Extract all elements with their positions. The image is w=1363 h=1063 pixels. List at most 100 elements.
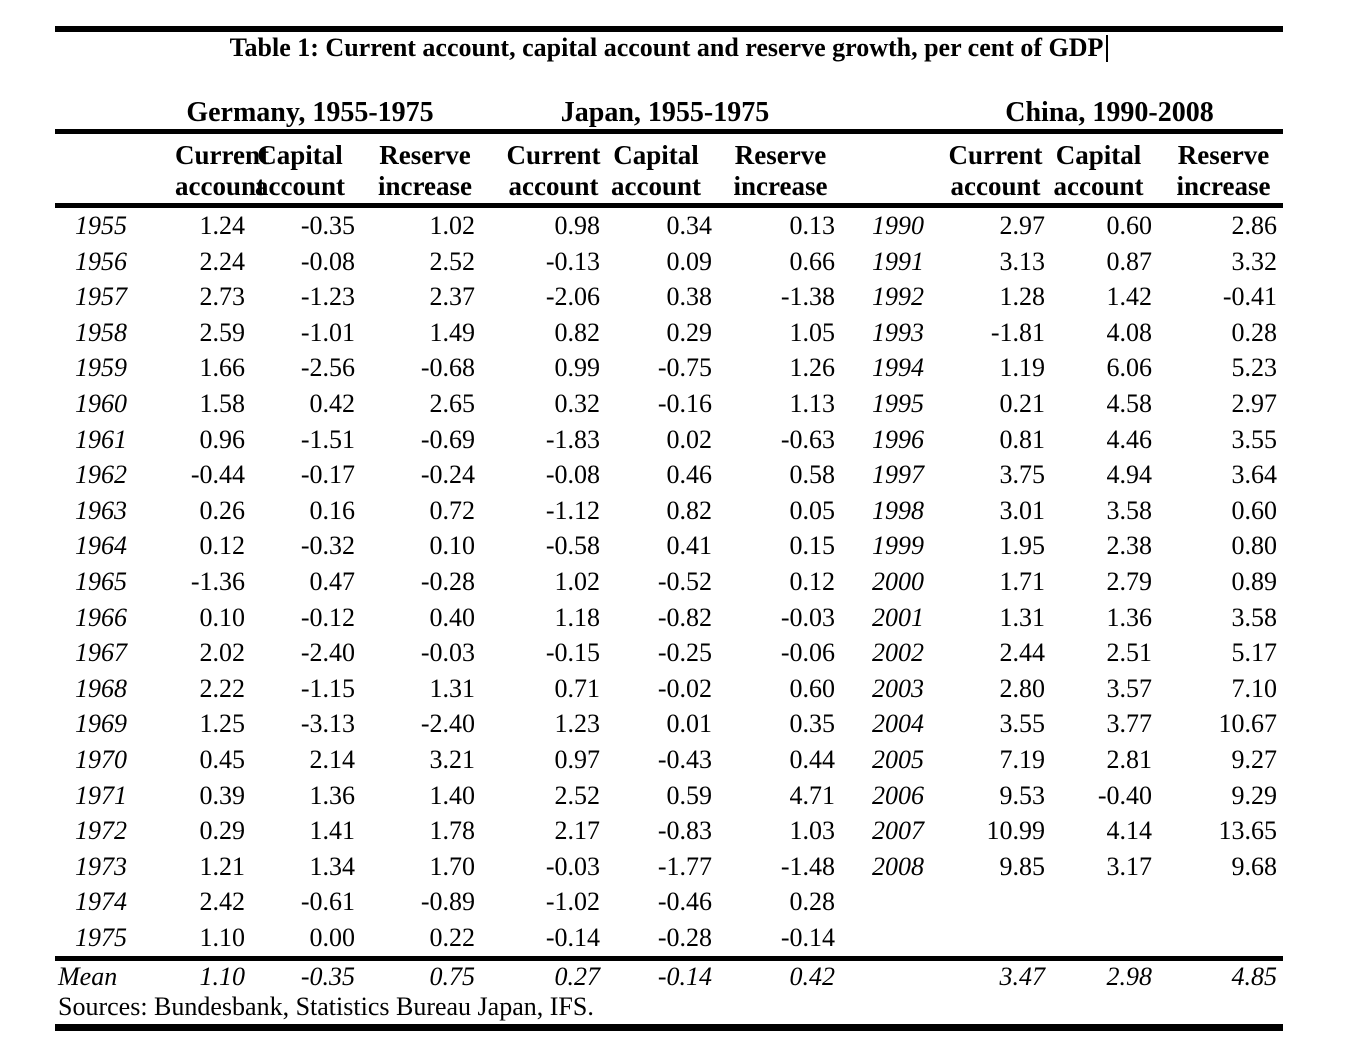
year-cell: 1967: [75, 638, 127, 668]
mean-germany-current: 1.10: [199, 962, 246, 991]
china-value: 3.32: [1231, 246, 1278, 276]
germany-value: 1.24: [199, 211, 246, 240]
china-value: 3.13: [999, 246, 1046, 276]
germany-value: -3.13: [300, 709, 355, 739]
japan-value: -0.63: [780, 424, 835, 454]
japan-value: -1.83: [545, 424, 600, 454]
japan-value: -2.06: [545, 282, 600, 312]
china-value: 3.77: [1106, 709, 1153, 739]
china-value: 3.01: [999, 495, 1046, 525]
china-value: 0.81: [999, 424, 1046, 454]
china-value: 1.28: [999, 282, 1046, 312]
japan-value: 0.99: [554, 353, 601, 383]
germany-value: 0.39: [199, 780, 246, 810]
japan-value: 2.17: [554, 816, 601, 846]
japan-value: 1.23: [554, 709, 601, 739]
china-value: [1152, 884, 1277, 920]
china-year-cell: 2005: [872, 744, 924, 774]
japan-value: -0.03: [545, 851, 600, 881]
china-value: 3.55: [999, 709, 1046, 739]
mean-row: Mean 1.10 -0.35 0.75 0.27 -0.14 0.42 3.4…: [55, 960, 1277, 993]
table-row: 1961 0.96 -1.51 -0.69 -1.83 0.02 -0.63 1996 0.81…: [55, 422, 1277, 458]
japan-value: 0.35: [789, 709, 836, 739]
germany-value: 2.65: [429, 388, 476, 418]
china-value: -1.81: [990, 317, 1045, 347]
germany-value: 2.73: [199, 282, 246, 312]
germany-value: 0.45: [199, 744, 246, 774]
japan-value: 1.02: [554, 566, 601, 596]
china-value: 2.97: [1231, 388, 1278, 418]
germany-value: 2.37: [429, 282, 476, 312]
china-year-cell: 1994: [872, 353, 924, 383]
japan-value: 0.28: [789, 887, 836, 917]
col-header-japan-capital-account: Capital account: [611, 140, 701, 201]
japan-value: 0.05: [789, 495, 836, 525]
year-cell: 1959: [75, 353, 127, 383]
mean-china-reserve: 4.85: [1231, 962, 1278, 991]
china-value: 0.80: [1231, 531, 1278, 561]
table-row: 1975 1.10 0.00 0.22 -0.14 -0.28 -0.14: [55, 920, 1277, 956]
china-value: 0.89: [1231, 566, 1278, 596]
china-year-cell: 1996: [872, 424, 924, 454]
year-cell: 1960: [75, 388, 127, 418]
japan-value: 1.26: [789, 353, 836, 383]
china-value: 4.58: [1106, 388, 1153, 418]
year-cell: 1958: [75, 317, 127, 347]
japan-value: -0.46: [657, 887, 712, 917]
germany-value: 2.22: [199, 673, 246, 703]
germany-value: 1.66: [199, 353, 246, 383]
germany-value: -0.03: [420, 638, 475, 668]
germany-value: -0.28: [420, 566, 475, 596]
table-body: 1955 1.24 -0.35 1.02 0.98 0.34 0.13 1990 2.97 0.6…: [55, 208, 1277, 955]
germany-value: 0.29: [199, 816, 246, 846]
mean-china-current: 3.47: [999, 962, 1046, 991]
china-value: 1.36: [1106, 602, 1153, 632]
china-year-cell: 2002: [872, 638, 924, 668]
china-year-cell: 1999: [872, 531, 924, 561]
japan-value: -1.12: [545, 495, 600, 525]
germany-value: 1.78: [429, 816, 476, 846]
germany-value: 0.16: [309, 495, 356, 525]
japan-value: 0.09: [666, 246, 713, 276]
table-row: 1967 2.02 -2.40 -0.03 -0.15 -0.25 -0.06 2002 2.4…: [55, 635, 1277, 671]
japan-value: -0.58: [545, 531, 600, 561]
group-header-china: China, 1990-2008: [1005, 97, 1214, 128]
table-title: Table 1: Current account, capital accoun…: [55, 33, 1283, 63]
germany-value: -2.40: [300, 638, 355, 668]
germany-value: -2.40: [420, 709, 475, 739]
col-header-china-current-account: Current account: [948, 140, 1043, 201]
japan-value: -0.75: [657, 353, 712, 383]
china-value: 2.51: [1106, 638, 1153, 668]
table-row: 1957 2.73 -1.23 2.37 -2.06 0.38 -1.38 1992 1.28 1…: [55, 279, 1277, 315]
japan-value: 0.01: [666, 709, 713, 739]
table-row: 1958 2.59 -1.01 1.49 0.82 0.29 1.05 1993 -1.81 4.…: [55, 315, 1277, 351]
year-cell: 1955: [75, 211, 127, 240]
bottom-rule: [55, 1024, 1283, 1031]
table-row: 1971 0.39 1.36 1.40 2.52 0.59 4.71 2006 9.53 -0.4…: [55, 778, 1277, 814]
germany-value: 0.72: [429, 495, 476, 525]
germany-value: 1.40: [429, 780, 476, 810]
china-value: -0.40: [1097, 780, 1152, 810]
japan-value: 0.02: [666, 424, 713, 454]
table-row: 1959 1.66 -2.56 -0.68 0.99 -0.75 1.26 1994 1.19 6…: [55, 350, 1277, 386]
document-page: Table 1: Current account, capital accoun…: [55, 0, 1283, 1063]
japan-value: -1.48: [780, 851, 835, 881]
japan-value: 0.59: [666, 780, 713, 810]
japan-value: -0.14: [545, 922, 600, 952]
china-value: 7.10: [1231, 673, 1278, 703]
table-row: 1960 1.58 0.42 2.65 0.32 -0.16 1.13 1995 0.21 4.5…: [55, 386, 1277, 422]
japan-value: -0.14: [780, 922, 835, 952]
japan-value: 2.52: [554, 780, 601, 810]
china-value: 9.27: [1231, 744, 1278, 774]
germany-value: -0.32: [300, 531, 355, 561]
china-value: 1.42: [1106, 282, 1153, 312]
china-value: 2.38: [1106, 531, 1153, 561]
china-value: 2.79: [1106, 566, 1153, 596]
china-year-cell: 2006: [872, 780, 924, 810]
germany-value: -1.01: [300, 317, 355, 347]
germany-value: 1.02: [429, 211, 476, 240]
japan-value: 0.32: [554, 388, 601, 418]
japan-value: 0.13: [789, 211, 836, 240]
germany-value: -2.56: [300, 353, 355, 383]
japan-value: -1.02: [545, 887, 600, 917]
